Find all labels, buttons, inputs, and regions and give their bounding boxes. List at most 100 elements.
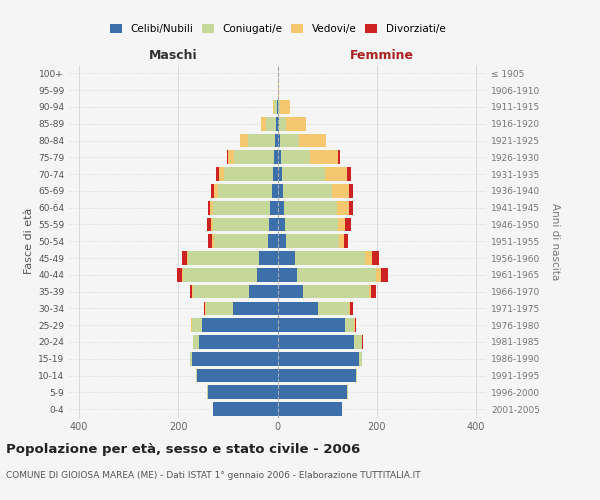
Bar: [371, 284, 376, 298]
Bar: [187, 251, 188, 265]
Bar: [270, 201, 277, 214]
Bar: [349, 201, 353, 214]
Bar: [213, 218, 269, 232]
Bar: [277, 386, 347, 399]
Bar: [365, 251, 372, 265]
Bar: [277, 302, 318, 316]
Bar: [338, 234, 344, 248]
Bar: [272, 100, 274, 114]
Bar: [325, 167, 347, 181]
Bar: [349, 184, 353, 198]
Bar: [280, 117, 286, 130]
Bar: [381, 268, 388, 281]
Bar: [299, 134, 326, 147]
Bar: [295, 251, 365, 265]
Bar: [190, 352, 192, 366]
Bar: [199, 335, 277, 349]
Bar: [224, 167, 272, 181]
Bar: [355, 318, 356, 332]
Bar: [277, 335, 355, 349]
Bar: [277, 184, 283, 198]
Text: COMUNE DI GIOIOSA MAREA (ME) - Dati ISTAT 1° gennaio 2006 - Elaborazione TUTTITA: COMUNE DI GIOIOSA MAREA (ME) - Dati ISTA…: [6, 471, 421, 480]
Bar: [192, 284, 193, 298]
Bar: [191, 318, 202, 332]
Bar: [277, 167, 283, 181]
Bar: [182, 268, 183, 281]
Bar: [193, 335, 199, 349]
Bar: [286, 218, 338, 232]
Bar: [257, 268, 277, 281]
Y-axis label: Fasce di età: Fasce di età: [24, 208, 34, 274]
Bar: [355, 335, 362, 349]
Bar: [277, 117, 280, 130]
Bar: [203, 302, 205, 316]
Bar: [376, 268, 381, 281]
Bar: [332, 184, 349, 198]
Bar: [192, 352, 277, 366]
Bar: [214, 184, 218, 198]
Bar: [249, 284, 277, 298]
Bar: [283, 184, 332, 198]
Bar: [278, 84, 279, 97]
Bar: [274, 100, 277, 114]
Bar: [347, 167, 351, 181]
Text: Femmine: Femmine: [350, 48, 414, 62]
Bar: [274, 150, 277, 164]
Bar: [196, 368, 197, 382]
Bar: [277, 100, 278, 114]
Bar: [207, 218, 211, 232]
Bar: [193, 284, 249, 298]
Bar: [213, 201, 270, 214]
Bar: [277, 134, 280, 147]
Y-axis label: Anni di nascita: Anni di nascita: [550, 202, 560, 280]
Bar: [275, 134, 277, 147]
Bar: [213, 402, 277, 416]
Bar: [356, 368, 358, 382]
Bar: [272, 184, 277, 198]
Bar: [286, 117, 306, 130]
Bar: [190, 284, 192, 298]
Bar: [202, 318, 277, 332]
Bar: [197, 368, 277, 382]
Bar: [277, 268, 298, 281]
Bar: [277, 218, 286, 232]
Bar: [182, 251, 187, 265]
Bar: [277, 284, 304, 298]
Bar: [338, 218, 345, 232]
Bar: [277, 251, 295, 265]
Bar: [350, 302, 353, 316]
Bar: [248, 134, 275, 147]
Bar: [211, 184, 214, 198]
Bar: [240, 134, 248, 147]
Bar: [345, 218, 351, 232]
Bar: [207, 386, 208, 399]
Bar: [283, 167, 325, 181]
Bar: [212, 234, 214, 248]
Bar: [280, 100, 290, 114]
Bar: [268, 234, 277, 248]
Bar: [211, 201, 213, 214]
Bar: [228, 150, 234, 164]
Bar: [277, 201, 284, 214]
Bar: [359, 352, 362, 366]
Bar: [277, 402, 342, 416]
Bar: [218, 184, 272, 198]
Bar: [227, 150, 228, 164]
Bar: [280, 134, 299, 147]
Bar: [347, 386, 348, 399]
Bar: [304, 284, 369, 298]
Bar: [266, 117, 275, 130]
Bar: [188, 251, 259, 265]
Bar: [277, 234, 286, 248]
Text: Maschi: Maschi: [149, 48, 197, 62]
Bar: [281, 150, 310, 164]
Bar: [277, 318, 344, 332]
Bar: [277, 368, 356, 382]
Bar: [183, 268, 257, 281]
Bar: [206, 302, 233, 316]
Bar: [272, 167, 277, 181]
Bar: [278, 100, 280, 114]
Bar: [286, 234, 338, 248]
Bar: [344, 234, 349, 248]
Bar: [372, 251, 379, 265]
